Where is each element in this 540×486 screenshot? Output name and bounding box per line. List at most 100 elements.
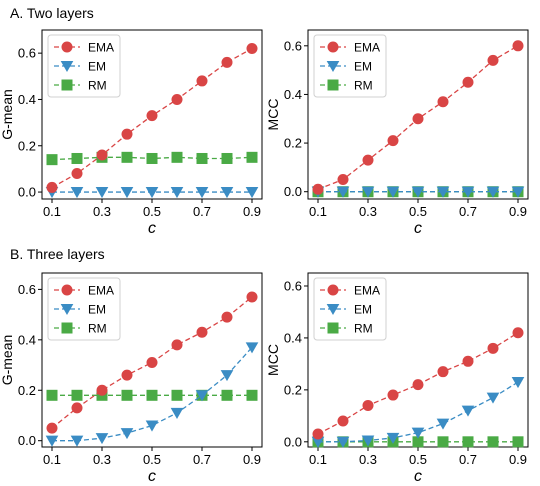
- legend-marker: [327, 284, 339, 296]
- data-point: [146, 357, 158, 369]
- x-tick-label: 0.7: [193, 452, 211, 467]
- data-point: [311, 436, 325, 448]
- data-point: [386, 432, 400, 444]
- legend-label-rm: RM: [354, 322, 373, 336]
- y-tick-label: 0.6: [284, 278, 302, 293]
- data-point: [170, 407, 184, 419]
- data-point: [336, 186, 350, 198]
- y-tick-label: 0.2: [284, 382, 302, 397]
- section-title-two-layers: A. Two layers: [10, 5, 94, 21]
- x-tick-label: 0.7: [193, 204, 211, 219]
- data-point: [220, 370, 234, 382]
- data-point: [71, 389, 83, 401]
- chart-1: 0.1 0.3 0.5 0.7 0.9 0.0 0.2 0.4 0.6 c G-mean EMA EM R…: [0, 29, 263, 237]
- series-line: [51, 296, 253, 429]
- data-point: [46, 422, 58, 434]
- series-em: [45, 186, 259, 199]
- x-tick-label: 0.5: [143, 452, 161, 467]
- y-tick-label: 0.4: [18, 92, 36, 107]
- y-tick-label: 0.4: [284, 87, 302, 102]
- data-point: [70, 186, 84, 199]
- data-point: [312, 183, 324, 195]
- series-ema: [46, 291, 258, 434]
- data-point: [195, 186, 209, 199]
- x-axis-label: c: [148, 468, 156, 485]
- data-point: [386, 186, 400, 198]
- data-point: [361, 186, 375, 198]
- data-point: [337, 415, 349, 427]
- data-point: [221, 389, 233, 401]
- x-tick-label: 0.9: [509, 204, 527, 219]
- data-point: [511, 186, 525, 198]
- data-point: [196, 75, 208, 87]
- data-point: [337, 174, 349, 186]
- data-point: [437, 96, 449, 108]
- data-point: [221, 56, 233, 68]
- data-point: [121, 369, 133, 381]
- data-point: [412, 113, 424, 125]
- data-point: [512, 327, 524, 339]
- data-point: [46, 389, 58, 401]
- legend-label-rm: RM: [354, 79, 373, 93]
- y-tick-label: 0.2: [18, 138, 36, 153]
- data-point: [120, 428, 134, 440]
- y-axis-label: G-mean: [0, 89, 15, 140]
- legend: EMA EM RM: [313, 277, 387, 341]
- data-point: [46, 181, 58, 193]
- y-tick-label: 0.2: [18, 383, 36, 398]
- legend-label-em: EM: [88, 303, 106, 317]
- x-tick-label: 0.3: [359, 452, 377, 467]
- data-point: [245, 186, 259, 199]
- x-tick-label: 0.5: [409, 452, 427, 467]
- data-point: [411, 427, 425, 439]
- data-point: [511, 377, 525, 389]
- data-point: [246, 151, 258, 163]
- x-tick-label: 0.1: [309, 204, 327, 219]
- data-point: [221, 152, 233, 164]
- series-em: [311, 186, 525, 198]
- y-tick-label: 0.6: [18, 282, 36, 297]
- y-axis-label: G-mean: [0, 335, 15, 386]
- data-point: [487, 436, 499, 448]
- y-tick-label: 0.0: [18, 185, 36, 200]
- legend-marker: [61, 284, 73, 296]
- data-point: [312, 428, 324, 440]
- data-point: [71, 402, 83, 414]
- data-point: [96, 149, 108, 161]
- data-point: [145, 186, 159, 199]
- data-point: [121, 389, 133, 401]
- legend-marker: [326, 303, 340, 316]
- data-point: [487, 342, 499, 354]
- data-point: [195, 390, 209, 402]
- legend-label-em: EM: [88, 60, 106, 74]
- series-rm: [46, 389, 258, 401]
- chart-2: 0.1 0.3 0.5 0.7 0.9 0.0 0.2 0.4 0.6 c MCC EMA EM RM: [265, 29, 529, 237]
- series-line: [317, 332, 519, 435]
- series-ema: [46, 43, 258, 193]
- x-tick-label: 0.7: [459, 452, 477, 467]
- legend-marker: [327, 79, 339, 91]
- legend-marker: [61, 322, 73, 334]
- series-ema: [312, 327, 524, 440]
- y-axis-label: MCC: [265, 99, 281, 131]
- data-point: [246, 389, 258, 401]
- data-point: [411, 186, 425, 198]
- data-point: [145, 420, 159, 432]
- y-tick-label: 0.2: [284, 136, 302, 151]
- x-tick-label: 0.1: [309, 452, 327, 467]
- data-point: [196, 152, 208, 164]
- data-point: [46, 154, 58, 166]
- data-point: [221, 311, 233, 323]
- legend: EMA EM RM: [47, 34, 121, 98]
- legend-label-em: EM: [354, 60, 372, 74]
- chart-4: 0.1 0.3 0.5 0.7 0.9 0.0 0.2 0.4 0.6 c MCC EMA EM RM: [265, 272, 529, 485]
- legend-marker: [326, 60, 340, 73]
- data-point: [95, 433, 109, 445]
- legend: EMA EM RM: [47, 277, 121, 341]
- data-point: [171, 389, 183, 401]
- series-rm: [46, 151, 258, 166]
- y-axis-label: MCC: [265, 344, 281, 376]
- x-tick-label: 0.1: [43, 452, 61, 467]
- x-tick-label: 0.9: [243, 204, 261, 219]
